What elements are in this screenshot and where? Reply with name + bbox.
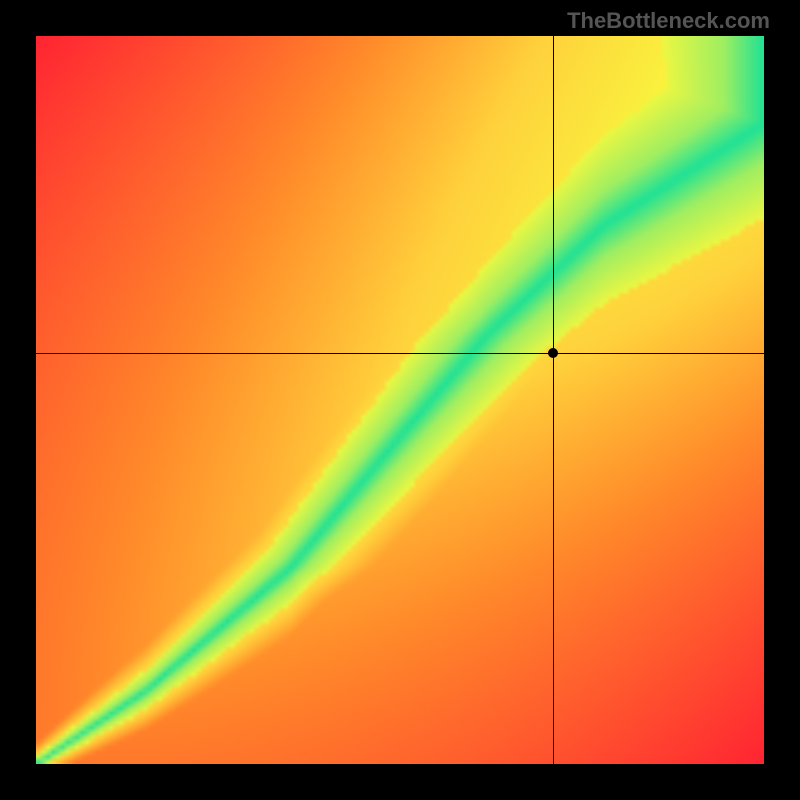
bottleneck-heatmap <box>36 36 764 764</box>
heatmap-canvas <box>36 36 764 764</box>
crosshair-horizontal <box>36 353 764 354</box>
watermark-text: TheBottleneck.com <box>567 8 770 34</box>
crosshair-vertical <box>553 36 554 764</box>
intersection-marker[interactable] <box>548 348 558 358</box>
